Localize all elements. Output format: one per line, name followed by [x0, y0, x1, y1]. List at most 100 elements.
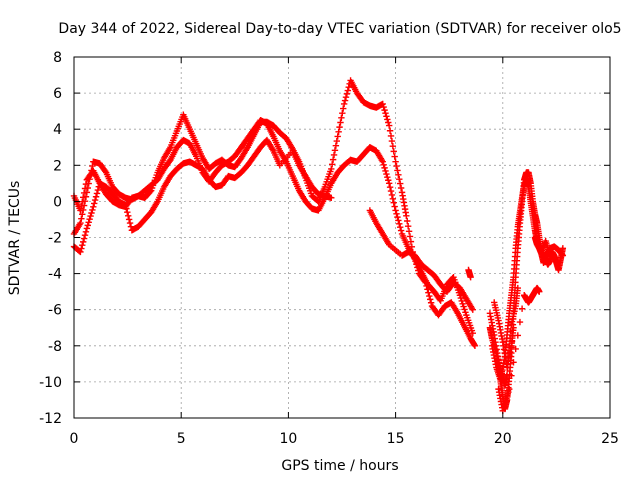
x-tick-label: 5	[177, 431, 186, 447]
data-point	[147, 188, 154, 195]
series-track-f	[486, 234, 554, 414]
data-point	[469, 306, 476, 313]
data-point	[427, 299, 435, 306]
data-point	[328, 165, 335, 173]
data-point	[93, 190, 101, 197]
x-axis-title: GPS time / hours	[281, 458, 398, 474]
x-tick-label: 25	[601, 431, 619, 447]
data-point	[79, 238, 87, 246]
data-point	[506, 335, 514, 342]
y-tick-label: 8	[53, 50, 62, 66]
data-point	[85, 219, 92, 226]
chart-title: Day 344 of 2022, Sidereal Day-to-day VTE…	[58, 21, 621, 37]
data-point	[78, 215, 85, 222]
data-point	[393, 162, 400, 170]
data-point	[458, 297, 465, 305]
data-point	[389, 143, 397, 150]
data-point	[333, 137, 340, 145]
data-point	[405, 228, 413, 235]
data-point	[332, 142, 340, 149]
data-point	[518, 305, 526, 312]
data-point	[337, 119, 344, 126]
series-track-b	[70, 116, 476, 337]
data-point	[495, 356, 502, 363]
data-point	[343, 90, 351, 98]
data-point	[506, 385, 513, 393]
data-point	[92, 193, 100, 200]
data-point	[536, 288, 543, 295]
data-point	[79, 198, 86, 205]
data-point	[330, 151, 338, 159]
data-point	[503, 371, 511, 378]
data-point	[388, 137, 396, 145]
data-point	[493, 349, 500, 357]
data-point	[510, 359, 517, 366]
data-point	[388, 191, 396, 199]
data-point	[340, 100, 348, 108]
y-axis-title: SDTVAR / TECUs	[7, 181, 23, 296]
data-point	[80, 235, 88, 242]
data-point	[380, 103, 387, 111]
data-point	[345, 83, 352, 91]
data-point	[385, 119, 392, 126]
data-point	[381, 164, 388, 172]
data-point	[83, 225, 91, 232]
data-point	[387, 132, 395, 140]
data-point	[334, 133, 341, 140]
data-point	[79, 211, 86, 218]
data-point	[381, 106, 388, 114]
data-point	[392, 158, 399, 165]
data-point	[559, 245, 567, 252]
data-point	[514, 284, 522, 292]
data-point	[389, 195, 397, 203]
data-point	[102, 168, 109, 175]
data-point	[123, 205, 130, 212]
data-point	[497, 365, 505, 372]
data-point	[122, 201, 129, 209]
series-track-a	[70, 77, 479, 349]
y-tick-label: -10	[39, 375, 62, 391]
x-tick-label: 10	[279, 431, 297, 447]
y-tick-label: -2	[48, 231, 62, 247]
data-point	[380, 161, 387, 168]
data-point	[124, 209, 131, 216]
data-point	[505, 349, 513, 357]
data-point	[78, 202, 85, 210]
data-point	[126, 219, 134, 227]
data-point	[396, 180, 404, 187]
data-point	[505, 389, 512, 396]
series-track-e	[488, 176, 567, 384]
data-point	[338, 114, 345, 122]
data-point	[467, 274, 474, 281]
y-tick-label: 6	[53, 86, 62, 102]
data-point	[77, 207, 84, 214]
data-point	[391, 153, 398, 160]
data-point	[386, 127, 394, 134]
data-point	[403, 212, 410, 220]
data-point	[514, 332, 522, 339]
data-point	[341, 97, 349, 104]
y-tick-label: -4	[48, 267, 62, 283]
data-point	[404, 217, 411, 225]
y-tick-label: 2	[53, 158, 62, 174]
data-point	[503, 395, 510, 402]
data-point	[80, 189, 88, 197]
data-point	[390, 148, 397, 155]
y-tick-label: -12	[39, 411, 62, 427]
data-point	[383, 170, 390, 178]
data-point	[495, 359, 503, 366]
data-point	[335, 128, 342, 135]
data-point	[329, 156, 337, 163]
data-point	[386, 184, 394, 191]
data-point	[387, 187, 395, 195]
data-point	[471, 342, 479, 349]
data-point	[82, 180, 90, 188]
data-point	[397, 227, 405, 234]
data-point	[496, 362, 504, 369]
data-point	[328, 161, 336, 168]
data-point	[382, 110, 389, 117]
data-point	[125, 216, 133, 223]
data-point	[89, 206, 96, 214]
data-point	[379, 158, 386, 165]
